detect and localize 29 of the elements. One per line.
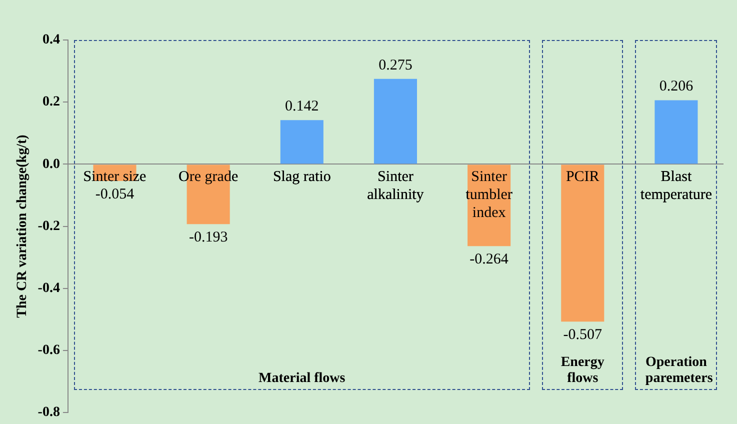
- y-axis-title: The CR variation change(kg/t): [15, 134, 30, 318]
- x-tick-label: Sinter alkalinity: [367, 169, 424, 204]
- y-tick-label: 0.4: [42, 32, 60, 48]
- data-label: 0.206: [659, 78, 694, 95]
- data-label: 0.275: [378, 57, 412, 74]
- y-tick-label: 0.2: [42, 94, 60, 110]
- data-label: -0.054: [95, 186, 135, 202]
- y-tick-label: -0.6: [38, 343, 60, 358]
- x-tick-label: Slag ratio: [272, 169, 331, 186]
- data-label: 0.142: [285, 98, 319, 115]
- x-tick-label: PCIR: [566, 169, 600, 186]
- bar: [654, 100, 698, 164]
- data-label: -0.507: [563, 327, 603, 344]
- annotation: Material flows: [258, 371, 346, 387]
- bar: [561, 164, 604, 322]
- y-tick-label: -0.2: [38, 218, 60, 234]
- annotation: Operation paremeters: [645, 355, 713, 387]
- bar: [280, 120, 324, 164]
- y-tick-label: -0.8: [38, 405, 60, 420]
- x-tick-label: Ore grade: [178, 169, 238, 186]
- data-label: -0.193: [188, 230, 228, 246]
- annotation: Energy flows: [560, 355, 606, 387]
- x-tick-label: Sinter size: [83, 169, 147, 186]
- y-tick-label: 0.0: [42, 156, 60, 172]
- x-tick-label: Blast temperature: [640, 169, 712, 204]
- data-label: -0.264: [470, 252, 509, 268]
- x-tick-label: Sinter tumbler index: [466, 169, 512, 222]
- y-tick-label: -0.4: [38, 281, 60, 296]
- bar: [374, 78, 418, 164]
